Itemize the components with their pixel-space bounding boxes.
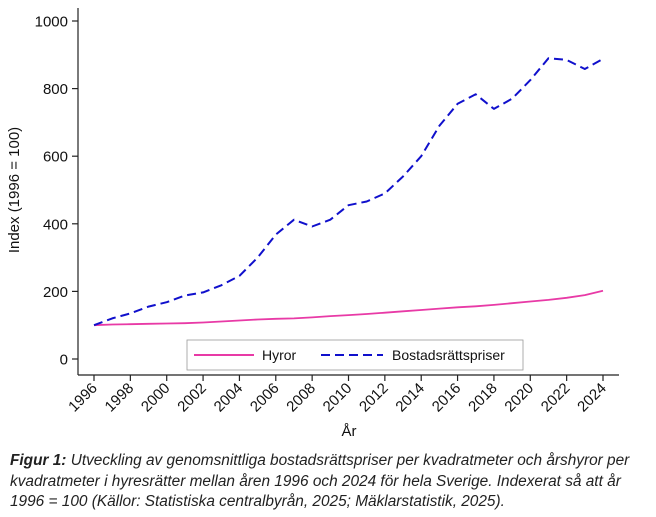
y-tick-label: 1000 [35, 14, 68, 31]
x-tick-label: 2004 [211, 380, 247, 416]
x-axis-label: År [342, 423, 357, 440]
legend: Hyror Bostadsrättspriser [186, 339, 524, 371]
x-tick-label: 1996 [65, 380, 101, 416]
caption-text: Utveckling av genomsnittliga bostadsrätt… [10, 452, 630, 510]
legend-label-1: Bostadsrättspriser [392, 347, 505, 363]
y-tick-label: 400 [43, 216, 68, 233]
x-tick-label: 2016 [429, 380, 465, 416]
x-tick-label: 2022 [538, 380, 574, 416]
x-tick-label: 2012 [356, 380, 392, 416]
series-line-1 [93, 57, 604, 327]
y-tick-label: 600 [43, 149, 68, 166]
figure-caption: Figur 1: Utveckling av genomsnittliga bo… [10, 451, 650, 513]
x-tick-label: 2008 [283, 380, 319, 416]
x-tick-label: 2000 [138, 380, 174, 416]
y-tick-label: 0 [60, 352, 68, 369]
y-axis-label: Index (1996 = 100) [6, 127, 23, 253]
y-axis: 0 200 400 600 800 1000 [35, 8, 79, 375]
x-tick-label: 2002 [174, 380, 210, 416]
x-tick-label: 2014 [392, 380, 428, 416]
y-tick-label: 800 [43, 81, 68, 98]
x-tick-label: 2010 [320, 380, 356, 416]
x-tick-label: 2024 [574, 380, 610, 416]
x-axis: 1996 1998 2000 2002 2004 2006 2008 2010 2012 2014… [65, 374, 619, 416]
series-line-0 [93, 289, 604, 327]
plot-area [93, 57, 604, 327]
y-tick-label: 200 [43, 284, 68, 301]
caption-label: Figur 1: [10, 452, 67, 469]
x-tick-label: 2006 [247, 380, 283, 416]
x-tick-label: 2018 [465, 380, 501, 416]
legend-label-0: Hyror [262, 347, 297, 363]
x-tick-label: 2020 [501, 380, 537, 416]
x-tick-label: 1998 [102, 380, 138, 416]
